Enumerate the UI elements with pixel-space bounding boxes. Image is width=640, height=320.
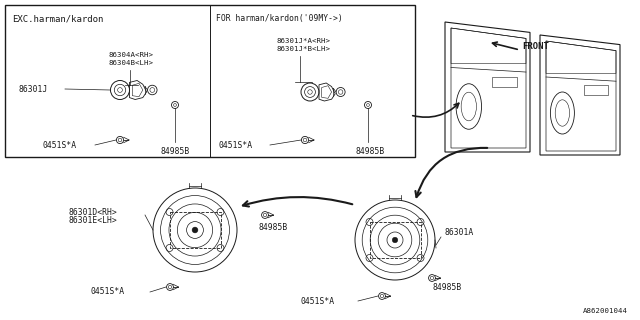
Bar xyxy=(492,76,517,87)
Text: 86304A<RH>: 86304A<RH> xyxy=(108,52,153,58)
Text: 86301J: 86301J xyxy=(18,84,47,93)
Circle shape xyxy=(192,227,198,233)
Text: 86301A: 86301A xyxy=(444,228,473,236)
Circle shape xyxy=(392,237,398,243)
Text: 86301D<RH>: 86301D<RH> xyxy=(68,208,116,217)
Text: FRONT: FRONT xyxy=(522,42,549,51)
Bar xyxy=(584,85,608,95)
Text: 86301J*A<RH>: 86301J*A<RH> xyxy=(276,38,330,44)
Text: 84985B: 84985B xyxy=(355,147,384,156)
Text: EXC.harman/kardon: EXC.harman/kardon xyxy=(12,14,104,23)
Text: 86301J*B<LH>: 86301J*B<LH> xyxy=(276,46,330,52)
Text: 0451S*A: 0451S*A xyxy=(42,140,76,149)
Text: 84985B: 84985B xyxy=(258,223,287,232)
Text: 0451S*A: 0451S*A xyxy=(90,287,124,297)
Text: 84985B: 84985B xyxy=(432,283,461,292)
Text: FOR harman/kardon('09MY->): FOR harman/kardon('09MY->) xyxy=(216,14,343,23)
Text: 0451S*A: 0451S*A xyxy=(300,297,334,306)
Text: 86304B<LH>: 86304B<LH> xyxy=(108,60,153,66)
Text: 86301E<LH>: 86301E<LH> xyxy=(68,216,116,225)
Bar xyxy=(5,5,415,157)
Text: 0451S*A: 0451S*A xyxy=(218,140,252,149)
Text: A862001044: A862001044 xyxy=(583,308,628,314)
Text: 84985B: 84985B xyxy=(160,147,189,156)
